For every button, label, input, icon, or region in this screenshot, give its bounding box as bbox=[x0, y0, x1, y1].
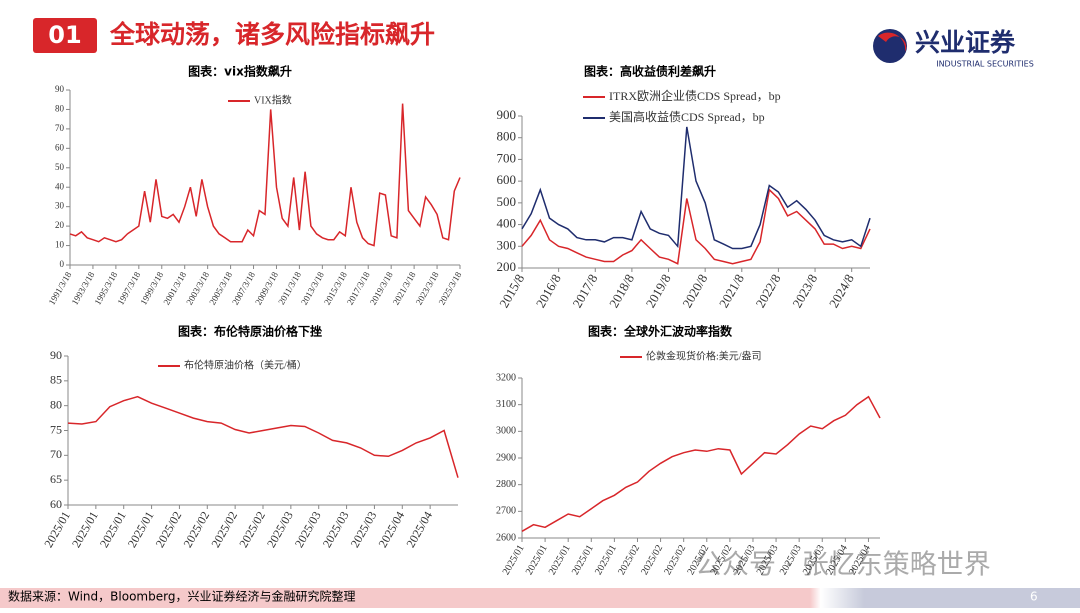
y-tick-label: 400 bbox=[497, 216, 517, 231]
x-tick-label: 2025/03 bbox=[292, 509, 324, 550]
section-number: 01 bbox=[48, 21, 81, 49]
x-tick-label: 2025/01 bbox=[97, 509, 129, 550]
y-tick-label: 10 bbox=[55, 240, 65, 250]
y-tick-label: 800 bbox=[497, 129, 517, 144]
x-tick-label: 2024/8 bbox=[826, 271, 857, 310]
x-tick-label: 2025/01 bbox=[41, 509, 73, 550]
chart-title: 图表：vix指数飙升 bbox=[188, 64, 292, 79]
y-tick-label: 90 bbox=[55, 84, 65, 94]
x-tick-label: 2016/8 bbox=[533, 271, 564, 310]
x-tick-label: 2022/8 bbox=[753, 271, 784, 310]
y-tick-label: 75 bbox=[50, 422, 62, 436]
series-line bbox=[521, 395, 881, 532]
y-tick-label: 80 bbox=[50, 397, 62, 411]
logo-en: INDUSTRIAL SECURITIES bbox=[936, 60, 1034, 69]
page-number: 6 bbox=[1030, 590, 1038, 604]
x-tick-label: 2020/8 bbox=[679, 271, 710, 310]
slide-title: 全球动荡，诸多风险指标飙升 bbox=[109, 20, 435, 49]
x-tick-label: 2023/8 bbox=[789, 271, 820, 310]
y-tick-label: 0 bbox=[60, 259, 65, 269]
y-tick-label: 80 bbox=[55, 104, 65, 114]
footer-band bbox=[0, 588, 1080, 608]
series-line bbox=[521, 188, 871, 265]
legend-label: 美国高收益债CDS Spread，bp bbox=[609, 109, 765, 124]
y-tick-label: 50 bbox=[55, 162, 65, 172]
y-tick-label: 3000 bbox=[496, 426, 516, 437]
y-tick-label: 2900 bbox=[496, 452, 516, 463]
x-tick-label: 2025/03 bbox=[320, 509, 352, 550]
y-tick-label: 2800 bbox=[496, 479, 516, 490]
y-tick-label: 60 bbox=[50, 497, 62, 511]
y-tick-label: 20 bbox=[55, 220, 65, 230]
x-tick-label: 2025/02 bbox=[236, 509, 268, 550]
y-tick-label: 900 bbox=[497, 107, 517, 122]
y-tick-label: 70 bbox=[50, 447, 62, 461]
y-tick-label: 700 bbox=[497, 150, 517, 165]
x-tick-label: 2021/8 bbox=[716, 271, 747, 310]
x-tick-label: 2025/02 bbox=[153, 509, 185, 550]
legend-label: 伦敦金现货价格:美元/盎司 bbox=[646, 349, 762, 362]
x-tick-label: 2025/02 bbox=[180, 509, 212, 550]
x-tick-label: 2019/8 bbox=[643, 271, 674, 310]
x-tick-label: 2018/8 bbox=[606, 271, 637, 310]
series-line bbox=[521, 126, 871, 250]
series-line bbox=[69, 103, 461, 247]
logo: 兴业证券 INDUSTRIAL SECURITIES bbox=[873, 28, 1034, 69]
x-tick-label: 2025/02 bbox=[208, 509, 240, 550]
legend-label: 布伦特原油价格（美元/桶） bbox=[184, 358, 307, 371]
y-tick-label: 2600 bbox=[496, 532, 516, 543]
y-tick-label: 300 bbox=[497, 237, 517, 252]
x-tick-label: 2025/01 bbox=[125, 509, 157, 550]
x-tick-label: 2025/01 bbox=[69, 509, 101, 550]
legend-label: VIX指数 bbox=[254, 93, 292, 106]
y-tick-label: 60 bbox=[55, 142, 65, 152]
chart-title: 图表：全球外汇波动率指数 bbox=[588, 324, 733, 339]
y-tick-label: 200 bbox=[497, 259, 517, 274]
logo-text: 兴业证券 bbox=[915, 28, 1016, 57]
y-tick-label: 90 bbox=[50, 348, 62, 362]
y-tick-label: 65 bbox=[50, 472, 62, 486]
chart-title: 图表：高收益债利差飙升 bbox=[584, 64, 716, 79]
number-box bbox=[33, 18, 97, 53]
y-tick-label: 600 bbox=[497, 172, 517, 187]
x-tick-label: 2025/3/18 bbox=[437, 270, 464, 307]
watermark: 公众号 · 张忆东策略世界 bbox=[695, 550, 991, 581]
logo-swoosh bbox=[878, 32, 907, 52]
x-tick-label: 2025/03 bbox=[264, 509, 296, 550]
y-tick-label: 500 bbox=[497, 194, 517, 209]
y-tick-label: 70 bbox=[55, 123, 65, 133]
y-tick-label: 30 bbox=[55, 201, 65, 211]
y-tick-label: 2700 bbox=[496, 506, 516, 517]
x-tick-label: 2025/03 bbox=[348, 509, 380, 550]
y-tick-label: 3200 bbox=[496, 372, 516, 383]
y-tick-label: 85 bbox=[50, 373, 62, 387]
x-tick-label: 2017/8 bbox=[569, 271, 600, 310]
x-tick-label: 2025/04 bbox=[375, 509, 407, 550]
source: 数据来源：Wind，Bloomberg，兴业证券经济与金融研究院整理 bbox=[8, 589, 355, 604]
y-tick-label: 3100 bbox=[496, 399, 516, 410]
series-line bbox=[67, 395, 459, 478]
x-tick-label: 2015/8 bbox=[496, 271, 527, 310]
y-tick-label: 40 bbox=[55, 181, 65, 191]
chart-title: 图表：布伦特原油价格下挫 bbox=[178, 324, 322, 339]
legend-label: ITRX欧洲企业债CDS Spread，bp bbox=[609, 88, 781, 103]
x-tick-label: 2025/04 bbox=[403, 509, 435, 550]
